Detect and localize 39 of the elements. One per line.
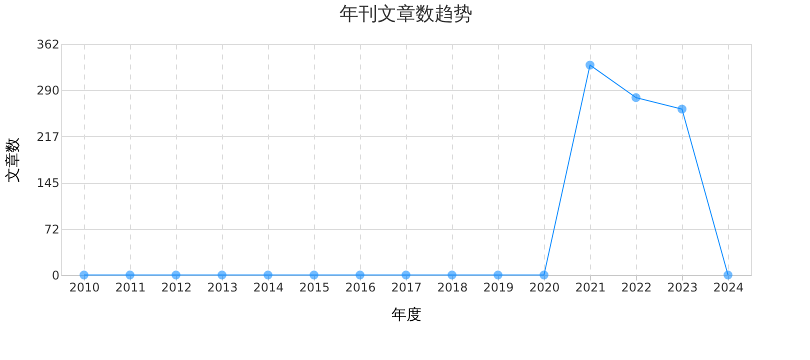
y-tick-label: 0: [52, 268, 60, 282]
point: [632, 93, 640, 102]
point: [172, 270, 180, 280]
point: [356, 270, 364, 280]
x-tick-label: 2022: [621, 280, 652, 294]
point: [540, 270, 548, 280]
point: [80, 270, 88, 280]
x-tick-label: 2014: [253, 280, 284, 294]
y-tick-label: 362: [36, 38, 60, 52]
y-axis-title: 文章数: [4, 138, 22, 182]
x-tick-label: 2017: [391, 280, 422, 294]
x-tick-label: 2024: [713, 280, 744, 294]
point: [494, 270, 502, 280]
point: [218, 270, 226, 280]
x-tick-label: 2010: [69, 280, 100, 294]
point: [310, 270, 318, 280]
point: [264, 270, 272, 280]
point: [678, 104, 686, 114]
x-tick-label: 2019: [483, 280, 514, 294]
y-tick-label: 72: [44, 222, 60, 236]
x-tick-label: 2020: [529, 280, 560, 294]
x-tick-label: 2015: [299, 280, 330, 294]
y-tick-label: 217: [36, 130, 60, 144]
y-tick-label: 290: [36, 84, 60, 98]
x-tick-label: 2013: [207, 280, 238, 294]
point: [586, 60, 594, 70]
point: [126, 270, 134, 280]
x-tick-label: 2023: [667, 280, 698, 294]
x-tick-label: 2021: [575, 280, 606, 294]
point: [402, 270, 410, 280]
x-tick-label: 2016: [345, 280, 376, 294]
point: [724, 270, 732, 280]
y-tick-label: 145: [36, 176, 60, 190]
x-axis-title: 年度: [392, 306, 422, 324]
x-tick-label: 2012: [161, 280, 192, 294]
x-tick-label: 2018: [437, 280, 468, 294]
point: [448, 270, 456, 280]
chart-title: 年刊文章数趋势: [340, 3, 472, 25]
x-tick-label: 2011: [115, 280, 146, 294]
